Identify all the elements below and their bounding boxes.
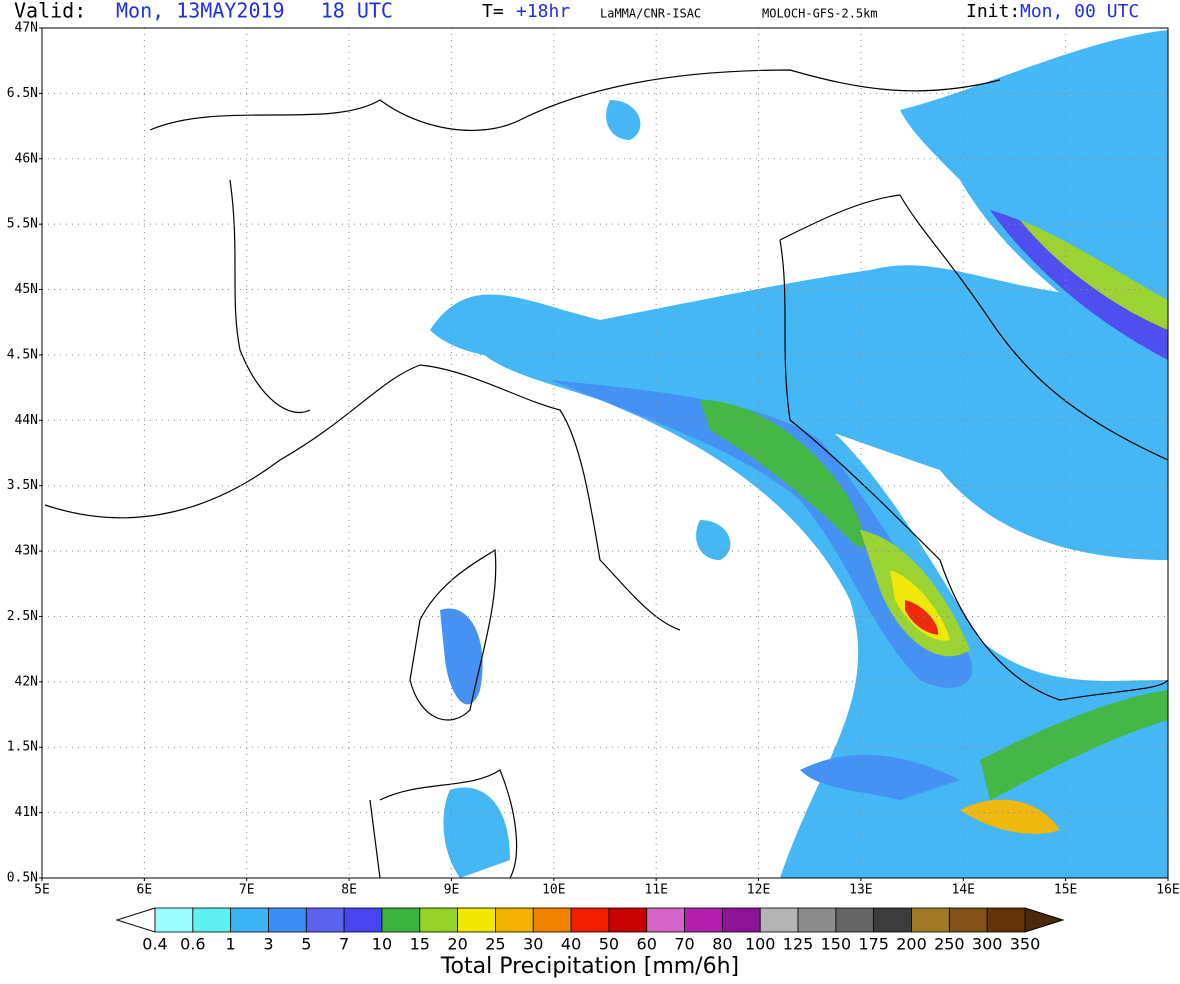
lat-label: 47N: [15, 21, 38, 36]
colorbar-box: [721, 907, 761, 933]
colorbar-label: 20: [447, 935, 467, 954]
lat-label: 43N: [15, 544, 38, 559]
t-label: T=: [482, 1, 504, 22]
colorbar-box: [835, 907, 875, 933]
colorbar-label: 350: [1010, 935, 1041, 954]
lat-label: 3.5N: [7, 478, 38, 493]
colorbar-box: [343, 907, 383, 933]
lat-label: 4.5N: [7, 347, 38, 362]
colorbar-label: 0.6: [180, 935, 205, 954]
colorbar-box: [873, 907, 912, 933]
model: MOLOCH-GFS-2.5km: [762, 7, 878, 21]
axes: 47N 6.5N 46N 5.5N 45N 4.5N 44N 3.5N 43N 2.5N 42N 1.…: [7, 21, 1180, 898]
colorbar-label: 7: [339, 935, 349, 954]
colorbar-label: 40: [561, 935, 581, 954]
lon-label: 7E: [239, 883, 255, 898]
colorbar-box: [911, 907, 950, 933]
lat-label: 1.5N: [7, 740, 38, 755]
colorbar-label: 15: [410, 935, 430, 954]
precip-field: [430, 30, 1168, 878]
lon-label: 6E: [137, 883, 153, 898]
colorbar-box: [268, 907, 307, 933]
lon-label: 16E: [1156, 883, 1179, 898]
colorbar-box: [684, 907, 723, 933]
valid-value: Mon, 13MAY2019 18 UTC: [116, 0, 393, 23]
lon-label: 12E: [747, 883, 770, 898]
colorbar-label: 125: [783, 935, 814, 954]
colorbar-box: [381, 907, 421, 933]
colorbar-label: 50: [599, 935, 619, 954]
valid-label: Valid:: [14, 0, 86, 23]
colorbar-label: 80: [712, 935, 732, 954]
colorbar-label: 60: [637, 935, 657, 954]
coastlines: [44, 69, 1168, 878]
colorbar-label: 250: [934, 935, 965, 954]
graticule: [42, 28, 1168, 878]
lat-label: 41N: [15, 805, 38, 820]
colorbar-box: [192, 907, 232, 933]
colorbar-label: 3: [263, 935, 273, 954]
colorbar-label: 100: [745, 935, 776, 954]
lat-label: 46N: [15, 151, 38, 166]
lon-label: 8E: [341, 883, 357, 898]
colorbar-low-arrow: [115, 907, 156, 933]
map-layer: [42, 28, 1168, 878]
colorbar-box: [532, 907, 572, 933]
lat-label: 44N: [15, 413, 38, 428]
colorbar-high-arrow: [1024, 907, 1065, 933]
colorbar-label: 200: [896, 935, 927, 954]
colorbar-box: [797, 907, 837, 933]
colorbar-title: Total Precipitation [mm/6h]: [440, 954, 739, 979]
colorbar-box: [570, 907, 610, 933]
source: LaMMA/CNR-ISAC: [600, 7, 701, 21]
colorbar-label: 175: [858, 935, 889, 954]
colorbar-box: [305, 907, 345, 933]
colorbar-box: [646, 907, 685, 933]
colorbar-box: [495, 907, 534, 933]
lat-label: 42N: [15, 674, 38, 689]
colorbar: 0.4 0.6 1 3 5 7 10 15 20 25 30 40 50 60 70 80 100 125 150 1…: [115, 907, 1065, 954]
t-value: +18hr: [516, 1, 570, 22]
colorbar-label: 300: [972, 935, 1003, 954]
colorbar-box: [986, 907, 1026, 933]
colorbar-box: [608, 907, 648, 933]
lat-label: 5.5N: [7, 217, 38, 232]
colorbar-label: 25: [485, 935, 505, 954]
lon-label: 5E: [34, 883, 50, 898]
init-label: Init:: [966, 1, 1020, 22]
colorbar-box: [948, 907, 988, 933]
lat-label: 45N: [15, 282, 38, 297]
lon-label: 15E: [1054, 883, 1077, 898]
init-value: Mon, 00 UTC: [1020, 1, 1139, 22]
colorbar-label: 0.4: [142, 935, 167, 954]
colorbar-label: 5: [301, 935, 311, 954]
colorbar-label: 1: [226, 935, 236, 954]
lon-label: 11E: [644, 883, 667, 898]
lon-label: 13E: [849, 883, 872, 898]
colorbar-box: [230, 907, 269, 933]
colorbar-box: [419, 907, 459, 933]
lon-label: 9E: [444, 883, 460, 898]
plot-frame: [41, 27, 1169, 879]
colorbar-label: 150: [821, 935, 852, 954]
lon-label: 14E: [952, 883, 975, 898]
lon-label: 10E: [542, 883, 565, 898]
colorbar-box: [154, 907, 194, 933]
colorbar-box: [759, 907, 799, 933]
lat-label: 2.5N: [7, 609, 38, 624]
colorbar-label: 70: [674, 935, 694, 954]
colorbar-box: [457, 907, 496, 933]
colorbar-label: 30: [523, 935, 543, 954]
lat-label: 0.5N: [7, 871, 38, 886]
lat-label: 6.5N: [7, 86, 38, 101]
colorbar-label: 10: [372, 935, 392, 954]
